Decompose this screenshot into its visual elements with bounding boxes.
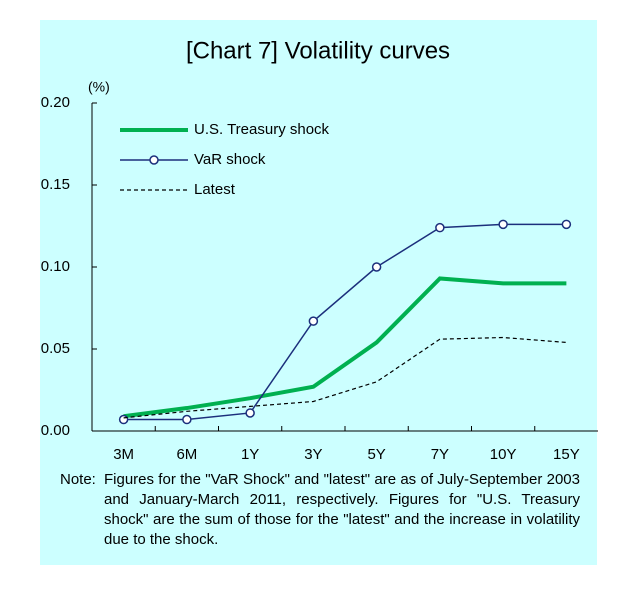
point — [371, 262, 382, 272]
legend-label: VaR shock — [194, 151, 266, 168]
point — [245, 408, 255, 418]
x-tick-label: 1Y — [241, 446, 259, 463]
note-text: Figures for the "VaR Shock" and "latest"… — [104, 471, 580, 548]
point — [498, 219, 508, 230]
y-tick-label: 0.20 — [41, 94, 70, 111]
series-line — [123, 336, 567, 419]
note: Note: Figures for the "VaR Shock" and "l… — [60, 470, 580, 550]
point — [435, 222, 445, 233]
series-line — [123, 223, 567, 421]
x-tick-label: 7Y — [431, 446, 449, 463]
series-line — [123, 276, 567, 419]
y-tick-label: 0.15 — [41, 176, 70, 193]
y-unit: (%) — [88, 79, 110, 95]
y-tick-label: 0.10 — [41, 258, 70, 275]
x-tick-label: 10Y — [490, 446, 517, 463]
point — [561, 219, 572, 230]
x-tick-label: 15Y — [553, 446, 580, 463]
y-tick-label: 0.05 — [41, 340, 70, 357]
point — [118, 414, 129, 425]
legend-label: U.S. Treasury shock — [194, 121, 330, 138]
legend-label: Latest — [194, 181, 236, 198]
x-tick-label: 5Y — [367, 446, 385, 463]
x-tick-label: 3M — [113, 446, 134, 463]
chart-title: [Chart 7] Volatility curves — [186, 37, 450, 64]
point — [308, 316, 319, 326]
legend-marker — [149, 155, 159, 165]
x-tick-label: 6M — [176, 446, 197, 463]
point — [182, 414, 192, 425]
note-label: Note: — [60, 471, 96, 488]
x-tick-label: 3Y — [304, 446, 322, 463]
background — [40, 20, 597, 565]
y-tick-label: 0.00 — [41, 422, 70, 439]
